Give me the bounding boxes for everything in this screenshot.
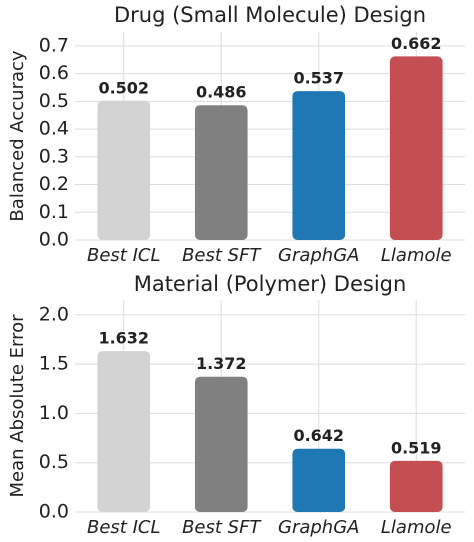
bar (389, 460, 443, 512)
value-label: 1.632 (98, 329, 149, 348)
y-tick-label: 2.0 (39, 303, 69, 325)
bar (194, 105, 248, 240)
value-label: 0.502 (98, 78, 149, 97)
y-tick-label: 0.0 (39, 229, 69, 251)
bar (292, 448, 346, 512)
bar (292, 91, 346, 241)
y-tick-label: 0.5 (39, 90, 69, 112)
y-tick-label: 0.0 (39, 501, 69, 523)
x-tick-label: Best SFT (182, 517, 262, 538)
value-label: 1.372 (196, 354, 247, 373)
y-tick-label: 0.5 (39, 451, 69, 473)
x-tick-label: GraphGA (278, 517, 359, 538)
x-tick-label: GraphGA (278, 245, 359, 266)
bar (97, 100, 151, 241)
x-tick-label: Llamole (381, 517, 452, 538)
y-tick-label: 0.6 (39, 62, 69, 84)
y-tick-label: 0.1 (39, 201, 69, 223)
y-axis-label: Mean Absolute Error (7, 314, 28, 498)
x-tick-label: Best SFT (182, 245, 262, 266)
x-tick-label: Best ICL (87, 245, 161, 266)
y-tick-label: 0.3 (39, 145, 69, 167)
x-tick-label: Best ICL (87, 517, 161, 538)
bar (97, 351, 151, 512)
y-axis-label: Balanced Accuracy (7, 50, 28, 221)
y-tick-label: 0.7 (39, 34, 69, 56)
value-label: 0.537 (293, 69, 344, 88)
y-tick-label: 0.2 (39, 173, 69, 195)
y-tick-label: 0.4 (39, 118, 69, 140)
value-label: 0.642 (293, 426, 344, 445)
bar (389, 56, 443, 240)
x-tick-label: Llamole (381, 245, 452, 266)
value-label: 0.519 (391, 438, 442, 457)
chart-title: Drug (Small Molecule) Design (114, 3, 426, 27)
value-label: 0.486 (196, 83, 247, 102)
chart-title: Material (Polymer) Design (134, 272, 407, 296)
bar (194, 376, 248, 512)
y-tick-label: 1.0 (39, 402, 69, 424)
y-tick-label: 1.5 (39, 353, 69, 375)
value-label: 0.662 (391, 34, 442, 53)
